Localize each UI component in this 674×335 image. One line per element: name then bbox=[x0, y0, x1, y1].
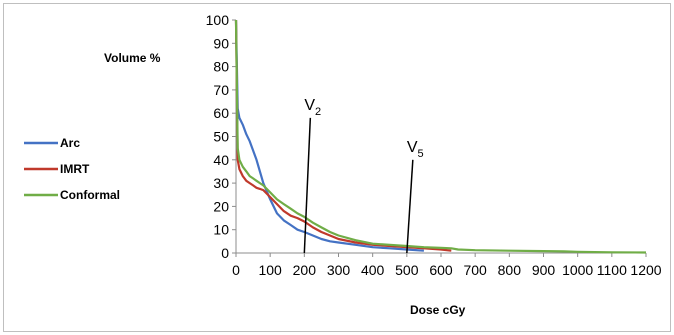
legend-label: Conformal bbox=[60, 188, 120, 202]
x-tick-label: 500 bbox=[395, 262, 419, 278]
y-tick-label: 90 bbox=[213, 35, 229, 51]
y-tick-label: 0 bbox=[221, 245, 229, 261]
x-axis-title: Dose cGy bbox=[410, 303, 466, 317]
x-tick-label: 900 bbox=[532, 262, 556, 278]
series-line-conformal bbox=[234, 19, 647, 254]
y-axis-title: Volume % bbox=[104, 51, 161, 65]
legend-label: IMRT bbox=[60, 162, 90, 176]
x-tick-label: 0 bbox=[232, 262, 240, 278]
y-tick-label: 50 bbox=[213, 129, 229, 145]
x-tick-label: 800 bbox=[498, 262, 522, 278]
x-tick-label: 200 bbox=[293, 262, 317, 278]
legend: Arc IMRT Conformal bbox=[24, 136, 120, 202]
y-tick-labels: 0 10 20 30 40 50 60 70 80 90 100 bbox=[206, 12, 236, 261]
y-tick-label: 40 bbox=[213, 152, 229, 168]
y-tick-label: 100 bbox=[206, 12, 230, 28]
series-line-imrt bbox=[234, 19, 452, 252]
x-tick-label: 700 bbox=[463, 262, 487, 278]
annotation-label: V2 bbox=[304, 97, 321, 118]
x-tick-labels: 0 100 200 300 400 500 600 700 800 900 1000 1100 1200 bbox=[232, 253, 662, 278]
x-tick-label: 100 bbox=[258, 262, 282, 278]
chart-frame bbox=[3, 3, 671, 332]
y-tick-label: 80 bbox=[213, 59, 229, 75]
x-tick-label: 1200 bbox=[630, 262, 661, 278]
x-tick-label: 1100 bbox=[597, 262, 627, 278]
annotation-line bbox=[406, 159, 414, 254]
annotation-line bbox=[303, 117, 312, 254]
x-tick-label: 600 bbox=[429, 262, 453, 278]
y-tick-label: 70 bbox=[213, 82, 229, 98]
x-tick-label: 300 bbox=[327, 262, 351, 278]
series-lines bbox=[234, 19, 647, 254]
y-tick-label: 10 bbox=[213, 222, 229, 238]
y-tick-label: 30 bbox=[213, 175, 229, 191]
x-tick-label: 1000 bbox=[562, 262, 593, 278]
y-tick-label: 20 bbox=[213, 198, 229, 214]
x-tick-label: 400 bbox=[361, 262, 385, 278]
annotation-label: V5 bbox=[407, 139, 424, 160]
y-tick-label: 60 bbox=[213, 105, 229, 121]
series-line-arc bbox=[234, 19, 424, 252]
annotations: V2 V5 bbox=[303, 97, 424, 254]
legend-label: Arc bbox=[60, 136, 80, 150]
